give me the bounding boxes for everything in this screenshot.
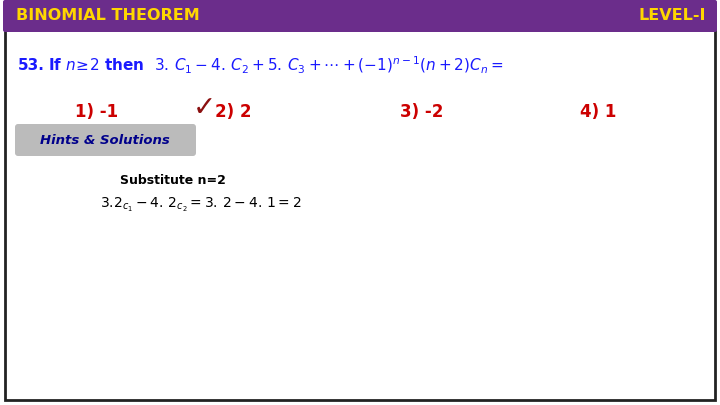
FancyBboxPatch shape [5, 5, 715, 400]
Text: ✓: ✓ [193, 94, 216, 122]
FancyBboxPatch shape [15, 124, 196, 156]
Text: 4) 1: 4) 1 [580, 103, 616, 121]
Text: BINOMIAL THEOREM: BINOMIAL THEOREM [16, 9, 199, 23]
FancyBboxPatch shape [3, 0, 717, 32]
Text: 3) -2: 3) -2 [400, 103, 444, 121]
Text: If $n\!\geq\!2$ then  $3.\,C_1 - 4.\,C_2 + 5.\,C_3 + \cdots + (-1)^{n-1}(n+2)C_n: If $n\!\geq\!2$ then $3.\,C_1 - 4.\,C_2 … [48, 54, 503, 76]
Text: 2) 2: 2) 2 [215, 103, 251, 121]
Text: 53.: 53. [18, 58, 45, 72]
Text: Hints & Solutions: Hints & Solutions [40, 134, 170, 147]
Text: LEVEL-I: LEVEL-I [639, 9, 706, 23]
Text: $3.2_{c_1} - 4.\,2_{c_2} = 3.\,2 - 4.\,1 = 2$: $3.2_{c_1} - 4.\,2_{c_2} = 3.\,2 - 4.\,1… [100, 196, 302, 214]
Text: 1) -1: 1) -1 [75, 103, 118, 121]
Text: Substitute n=2: Substitute n=2 [120, 173, 226, 186]
